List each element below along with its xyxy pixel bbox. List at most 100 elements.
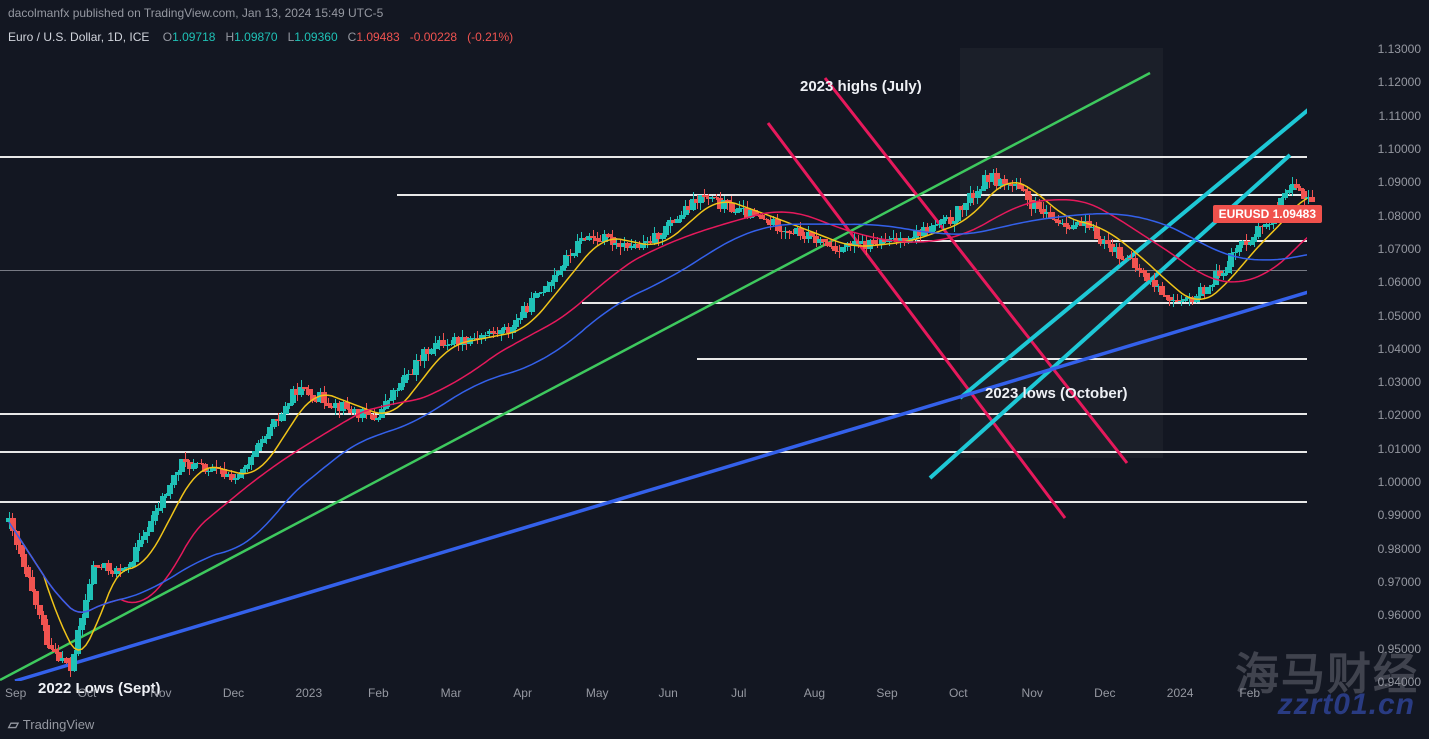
candle-wick[interactable] xyxy=(781,226,782,239)
price-level-line[interactable] xyxy=(397,194,1307,196)
y-axis-labels[interactable]: 1.13000 1.12000 1.11000 1.10000 1.09000 1.080… xyxy=(1307,48,1429,681)
candle-body[interactable] xyxy=(1255,226,1261,237)
candle-body[interactable] xyxy=(513,320,519,327)
candle-body[interactable] xyxy=(267,427,273,436)
candle-body[interactable] xyxy=(125,567,131,568)
candle-body[interactable] xyxy=(1282,193,1288,198)
candle-body[interactable] xyxy=(1159,286,1165,295)
candle-body[interactable] xyxy=(733,212,739,213)
candle-body[interactable] xyxy=(29,577,35,592)
candle-body[interactable] xyxy=(175,472,181,475)
y-axis-tick[interactable]: 1.01000 xyxy=(1378,442,1421,456)
candle-body[interactable] xyxy=(560,266,566,271)
x-axis-tick[interactable]: Apr xyxy=(513,686,532,700)
y-axis-tick[interactable]: 1.05000 xyxy=(1378,309,1421,323)
x-axis-tick[interactable]: Sep xyxy=(876,686,897,700)
current-price-tag[interactable]: EURUSD 1.09483 xyxy=(1213,205,1322,223)
candle-body[interactable] xyxy=(675,219,681,223)
candle-body[interactable] xyxy=(1025,191,1031,199)
candle-body[interactable] xyxy=(909,238,915,240)
candle-wick[interactable] xyxy=(708,194,709,205)
candle-body[interactable] xyxy=(510,327,516,333)
x-axis-tick[interactable]: Jun xyxy=(659,686,678,700)
candle-body[interactable] xyxy=(498,330,504,334)
candle-body[interactable] xyxy=(575,241,581,253)
candle-body[interactable] xyxy=(1248,242,1254,246)
x-axis-tick[interactable]: Oct xyxy=(78,686,97,700)
candle-body[interactable] xyxy=(1036,202,1042,209)
candle-body[interactable] xyxy=(1232,252,1238,254)
candle-body[interactable] xyxy=(1286,190,1292,193)
candle-body[interactable] xyxy=(256,443,262,451)
candle-body[interactable] xyxy=(252,451,258,457)
candle-body[interactable] xyxy=(156,508,162,511)
y-axis-tick[interactable]: 1.10000 xyxy=(1378,142,1421,156)
candle-body[interactable] xyxy=(152,511,158,521)
candle-body[interactable] xyxy=(287,403,293,406)
x-axis-tick[interactable]: Jul xyxy=(731,686,746,700)
candle-wick[interactable] xyxy=(570,249,571,263)
candle-body[interactable] xyxy=(10,518,16,531)
candle-body[interactable] xyxy=(71,654,77,671)
candle-body[interactable] xyxy=(164,494,170,496)
candle-body[interactable] xyxy=(383,401,389,409)
candle-body[interactable] xyxy=(906,240,912,242)
candle-body[interactable] xyxy=(679,215,685,219)
candle-body[interactable] xyxy=(952,221,958,224)
y-axis-tick[interactable]: 1.03000 xyxy=(1378,375,1421,389)
x-axis-labels[interactable]: Sep Oct Nov Dec 2023 Feb Mar Apr May Jun Jul Aug Sep… xyxy=(0,686,1307,706)
x-axis-tick[interactable]: 2023 xyxy=(295,686,322,700)
candle-body[interactable] xyxy=(556,271,562,275)
x-axis-tick[interactable]: Mar xyxy=(441,686,462,700)
candle-body[interactable] xyxy=(106,563,112,570)
x-axis-tick[interactable]: Oct xyxy=(949,686,968,700)
candle-body[interactable] xyxy=(1071,225,1077,229)
candle-body[interactable] xyxy=(79,618,85,630)
candle-body[interactable] xyxy=(379,409,385,418)
candle-body[interactable] xyxy=(1267,224,1273,225)
price-level-line[interactable] xyxy=(697,358,1307,360)
y-axis-tick[interactable]: 0.96000 xyxy=(1378,608,1421,622)
candle-body[interactable] xyxy=(544,286,550,292)
candle-body[interactable] xyxy=(1205,287,1211,294)
candle-body[interactable] xyxy=(929,226,935,233)
x-axis-tick[interactable]: Aug xyxy=(804,686,825,700)
candle-body[interactable] xyxy=(41,615,47,626)
candle-body[interactable] xyxy=(75,630,81,654)
candle-body[interactable] xyxy=(1182,299,1188,301)
candle-wick[interactable] xyxy=(474,333,475,341)
candle-body[interactable] xyxy=(629,246,635,248)
candle-body[interactable] xyxy=(886,239,892,242)
price-level-line[interactable] xyxy=(0,501,1307,503)
y-axis-tick[interactable]: 1.07000 xyxy=(1378,242,1421,256)
candle-body[interactable] xyxy=(529,298,535,312)
candle-body[interactable] xyxy=(240,469,246,474)
candle-body[interactable] xyxy=(548,282,554,286)
x-axis-tick[interactable]: Dec xyxy=(1094,686,1115,700)
candle-body[interactable] xyxy=(444,345,450,346)
candle-body[interactable] xyxy=(663,226,669,235)
y-axis-tick[interactable]: 1.08000 xyxy=(1378,209,1421,223)
y-axis-tick[interactable]: 1.09000 xyxy=(1378,175,1421,189)
y-axis-tick[interactable]: 1.11000 xyxy=(1379,109,1422,123)
y-axis-tick[interactable]: 1.02000 xyxy=(1378,408,1421,422)
candle-body[interactable] xyxy=(479,335,485,339)
candle-body[interactable] xyxy=(963,203,969,210)
candle-body[interactable] xyxy=(18,545,24,555)
candle-body[interactable] xyxy=(237,474,243,478)
x-axis-tick[interactable]: Dec xyxy=(223,686,244,700)
candle-wick[interactable] xyxy=(1012,180,1013,192)
candle-body[interactable] xyxy=(975,191,981,199)
x-axis-tick[interactable]: May xyxy=(586,686,609,700)
y-axis-tick[interactable]: 1.06000 xyxy=(1378,275,1421,289)
candle-body[interactable] xyxy=(979,189,985,191)
candle-body[interactable] xyxy=(1194,296,1200,302)
y-axis-tick[interactable]: 1.04000 xyxy=(1378,342,1421,356)
candle-body[interactable] xyxy=(660,235,666,240)
candle-body[interactable] xyxy=(248,457,254,465)
candle-body[interactable] xyxy=(137,540,143,547)
candle-body[interactable] xyxy=(375,418,381,421)
candle-body[interactable] xyxy=(1225,267,1231,273)
candle-body[interactable] xyxy=(1228,253,1234,266)
candle-body[interactable] xyxy=(394,390,400,391)
